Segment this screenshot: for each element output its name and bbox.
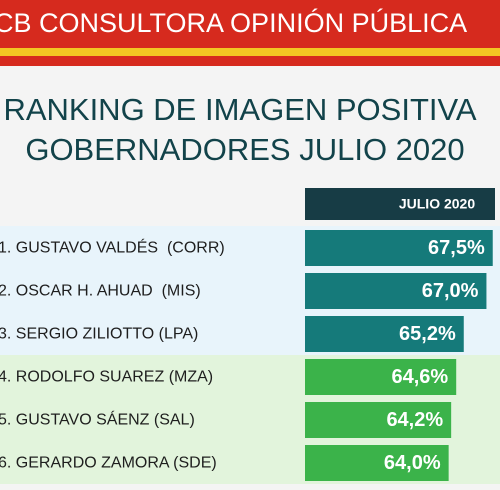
chart-title: RANKING DE IMAGEN POSITIVA: [3, 92, 476, 127]
bar: [305, 402, 452, 438]
bar: [305, 273, 487, 309]
value-label: 64,6%: [391, 366, 448, 388]
bar: [305, 230, 493, 266]
banner: [0, 0, 500, 48]
bar: [305, 359, 457, 395]
value-label: 64,0%: [384, 452, 441, 474]
value-label: 67,0%: [422, 280, 479, 302]
category-label: 1. GUSTAVO VALDÉS (CORR): [0, 238, 225, 257]
category-label: 4. RODOLFO SUAREZ (MZA): [0, 369, 213, 386]
category-label: 6. GERARDO ZAMORA (SDE): [0, 455, 217, 472]
banner-text: CB CONSULTORA OPINIÓN PÚBLICA: [0, 7, 467, 38]
category-label: 3. SERGIO ZILIOTTO (LPA): [0, 326, 198, 343]
value-label: 67,5%: [428, 237, 485, 259]
value-label: 64,2%: [386, 409, 443, 431]
column-header-box: [305, 188, 495, 220]
banner-stripe: [0, 56, 500, 66]
chart-subtitle: GOBERNADORES JULIO 2020: [25, 132, 464, 167]
category-label: 5. GUSTAVO SÁENZ (SAL): [0, 410, 195, 429]
column-header: JULIO 2020: [399, 196, 475, 212]
category-label: 2. OSCAR H. AHUAD (MIS): [0, 283, 201, 300]
bar: [305, 445, 449, 481]
bar: [305, 316, 464, 352]
banner-stripe: [0, 48, 500, 56]
value-label: 65,2%: [399, 323, 456, 345]
